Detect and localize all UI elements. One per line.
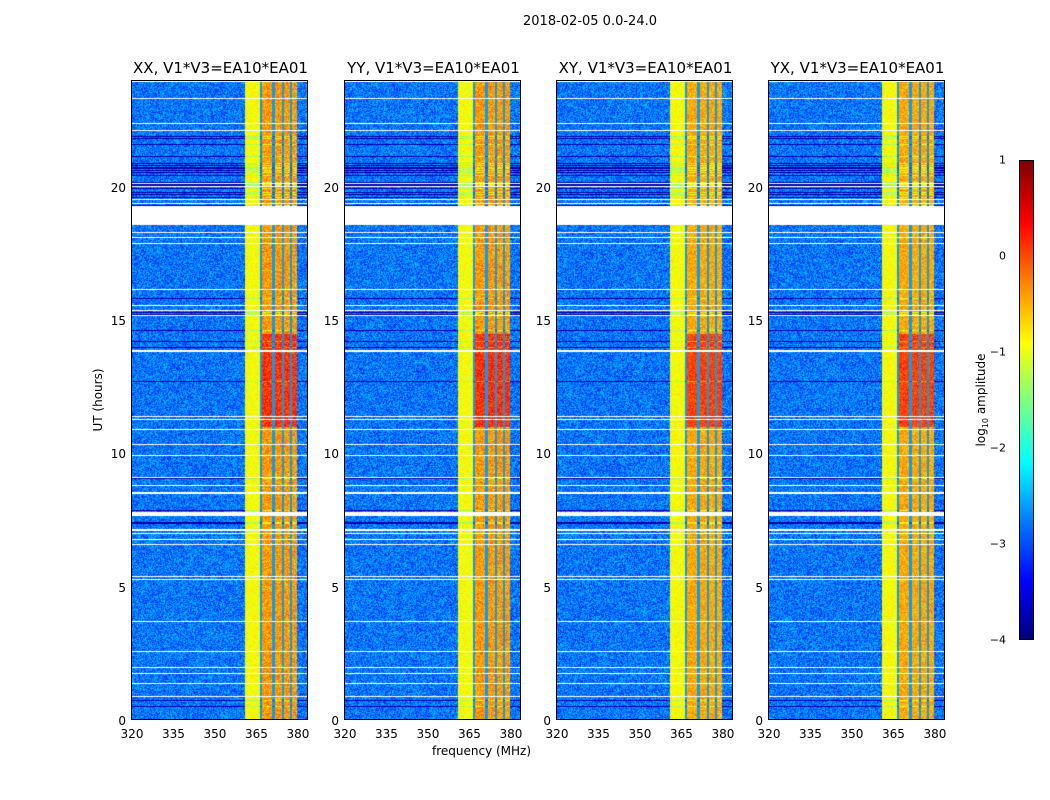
x-tick-label: 380 [499,727,523,741]
y-tick-label: 20 [747,180,763,195]
colorbar-tick-label: −4 [989,633,1006,647]
heatmap-image [345,81,520,719]
y-tick-label: 5 [118,580,126,595]
heatmap-image [769,81,944,719]
y-tick-label: 15 [110,314,126,328]
y-tick-label: 15 [323,314,339,328]
x-tick-label: 335 [375,727,398,741]
y-tick-label: 10 [535,447,551,462]
y-tick-label: 10 [747,447,763,462]
panel-title: YY, V1*V3=EA10*EA01 [347,59,520,77]
colorbar-label: log10 amplitude [973,353,991,447]
y-tick-label: 10 [110,447,126,462]
x-tick-label: 335 [587,727,610,741]
x-tick-label: 320 [120,727,144,741]
spectrogram-panel-2: YY, V1*V3=EA10*EA01 320 335 350 365 380 0 5 10 15… [324,59,523,741]
spectrogram-panel-3: XY, V1*V3=EA10*EA01 320 335 350 365 380 0 5 10 15… [536,59,735,741]
x-axis-label: frequency (MHz) [432,744,532,758]
y-tick-label: 0 [755,714,763,728]
x-tick-label: 335 [162,727,185,741]
heatmap-image [132,81,307,719]
y-tick-label: 0 [543,714,551,728]
y-tick-label: 5 [543,580,551,595]
y-tick-label: 20 [110,180,126,195]
x-tick-label: 365 [245,727,268,741]
panel-title: YX, V1*V3=EA10*EA01 [770,59,945,77]
x-tick-label: 365 [458,727,481,741]
y-tick-label: 0 [118,714,126,728]
colorbar-tick-label: −3 [989,537,1006,551]
x-tick-label: 350 [416,727,440,741]
x-tick-label: 350 [203,727,227,741]
spectrogram-panel-1: XX, V1*V3=EA10*EA01 320 335 350 365 380 0 5 10 15… [111,59,310,741]
y-tick-label: 0 [331,714,339,728]
colorbar-tick-label: −1 [989,345,1006,359]
x-tick-label: 335 [799,727,822,741]
y-tick-label: 15 [747,314,763,328]
colorbar [1019,160,1034,640]
x-tick-label: 350 [840,727,864,741]
y-tick-label: 5 [331,580,339,595]
panel-title: XY, V1*V3=EA10*EA01 [558,59,733,77]
x-tick-label: 365 [882,727,905,741]
spectrogram-panel-4: YX, V1*V3=EA10*EA01 320 335 350 365 380 0 5 10 15… [748,59,947,741]
y-tick-label: 15 [535,314,551,328]
y-tick-label: 5 [755,580,763,595]
x-tick-label: 350 [628,727,652,741]
x-tick-label: 320 [333,727,357,741]
x-tick-label: 320 [545,727,569,741]
colorbar-tick-label: 0 [999,249,1006,263]
y-tick-label: 20 [323,180,339,195]
x-tick-label: 380 [711,727,735,741]
y-tick-label: 10 [323,447,339,462]
x-tick-label: 380 [286,727,310,741]
figure-title: 2018-02-05 0.0-24.0 [523,14,657,29]
x-tick-label: 365 [670,727,693,741]
colorbar-tick-label: −2 [989,441,1006,455]
x-tick-label: 320 [757,727,781,741]
x-tick-label: 380 [923,727,947,741]
y-axis-label: UT (hours) [91,368,105,432]
colorbar-tick-label: 1 [999,153,1006,167]
panel-title: XX, V1*V3=EA10*EA01 [133,59,308,77]
y-tick-label: 20 [535,180,551,195]
heatmap-image [557,81,732,719]
